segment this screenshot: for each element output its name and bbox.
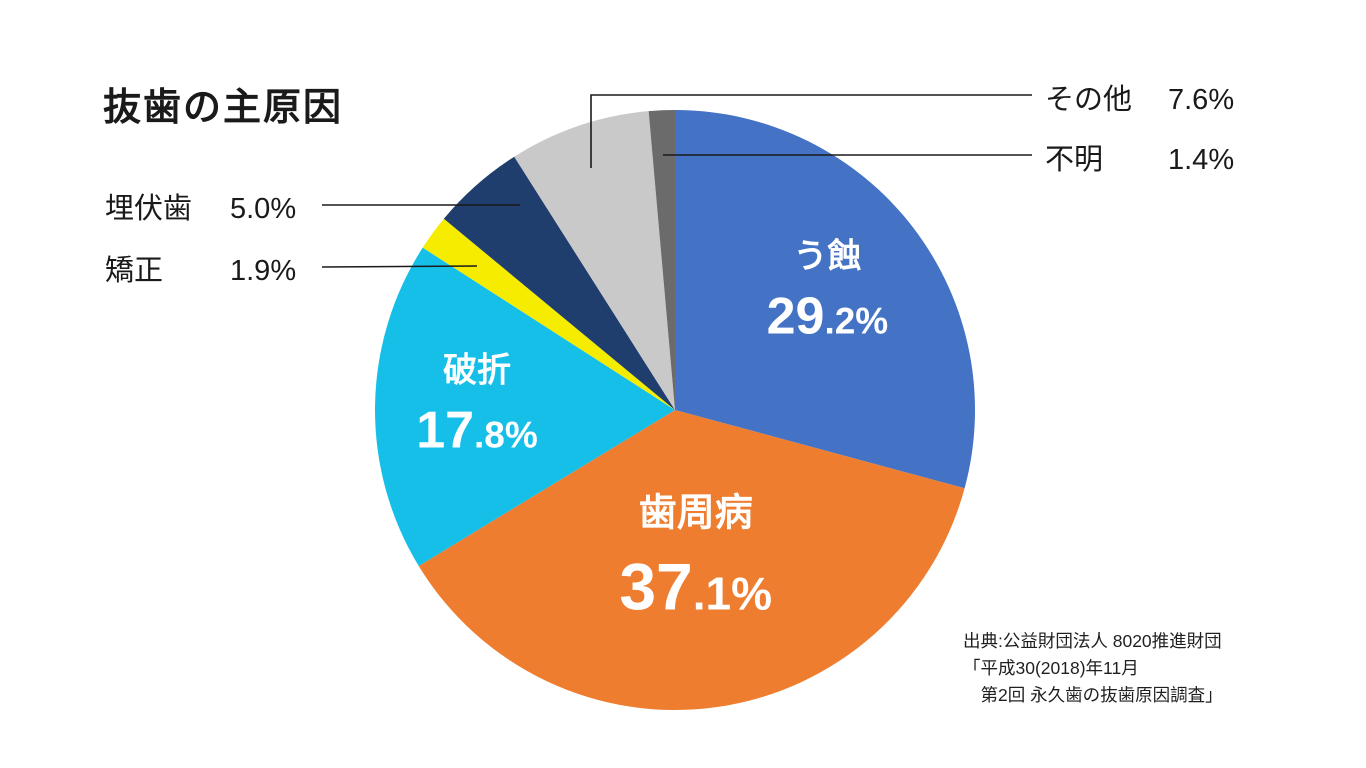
callout-other-label: その他 (1045, 84, 1133, 116)
callout-other: その他 7.6% (1045, 76, 1234, 118)
callout-orthodontic: 矯正 1.9% (105, 247, 296, 289)
slice-value-fracture: 17.8% (416, 402, 538, 460)
callout-impacted-label: 埋伏歯 (105, 193, 193, 225)
inside-labels: う蝕 29.2% 歯周病 37.1% 破折 17.8% (416, 237, 888, 623)
callout-orthodontic-value: 1.9% (230, 255, 297, 287)
pie-slice-fracture (375, 247, 675, 566)
slice-label-fracture: 破折 (443, 352, 511, 390)
slice-label-caries: う蝕 (793, 237, 861, 275)
callout-unknown-value: 1.4% (1168, 144, 1235, 176)
callout-unknown: 不明 1.4% (1045, 136, 1234, 178)
source-line-1: 出典:公益財団法人 8020推進財団 (963, 631, 1222, 651)
source-line-2: 「平成30(2018)年11月 (963, 658, 1139, 678)
leader-line-orthodontic (321, 265, 478, 268)
pie-slice-impacted-tooth (443, 156, 675, 410)
slice-value-caries: 29.2% (767, 287, 889, 345)
pie-slice-other (514, 111, 675, 410)
leader-lines (321, 94, 1032, 268)
pie-slice-orthodontic (422, 218, 675, 410)
leader-line-other (590, 94, 1032, 168)
callout-unknown-label: 不明 (1045, 144, 1104, 176)
pie-slices (375, 110, 975, 710)
pie-slice-periodontal-disease (418, 410, 965, 710)
chart-title: 抜歯の主原因 (103, 87, 344, 129)
source-note: 出典:公益財団法人 8020推進財団 「平成30(2018)年11月 第2回 永… (963, 628, 1223, 709)
pie-slice-caries (675, 110, 975, 489)
callout-other-value: 7.6% (1168, 84, 1235, 116)
callout-impacted: 埋伏歯 5.0% (105, 185, 296, 227)
source-line-3: 第2回 永久歯の抜歯原因調査」 (963, 685, 1223, 705)
pie-slice-unknown (648, 110, 675, 410)
callout-impacted-value: 5.0% (230, 193, 297, 225)
slice-label-periodontal-disease: 歯周病 (639, 493, 753, 535)
slice-value-periodontal-disease: 37.1% (619, 550, 772, 624)
callout-orthodontic-label: 矯正 (105, 255, 164, 287)
